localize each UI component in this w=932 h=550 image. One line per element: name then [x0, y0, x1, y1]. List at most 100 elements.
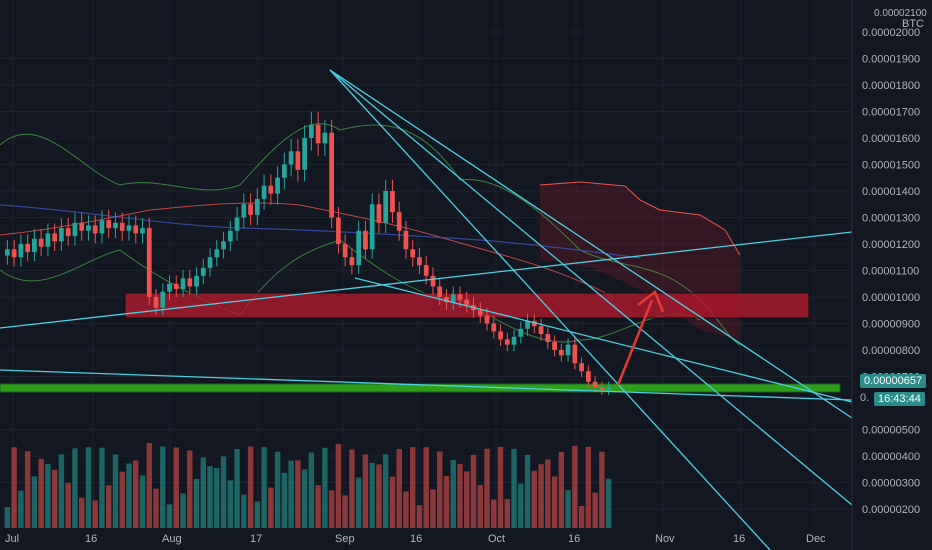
volume-bar [92, 500, 98, 528]
volume-bar [139, 475, 146, 528]
volume-bar [376, 464, 382, 528]
volume-bar [85, 447, 92, 528]
volume-bar [551, 476, 558, 528]
volume-bar [308, 452, 315, 528]
volume-bar [592, 492, 598, 528]
candle [106, 220, 112, 229]
candle [417, 257, 422, 266]
volume-bar [335, 444, 342, 528]
candle [72, 222, 78, 237]
volume-bar [605, 478, 612, 528]
volume-bar [31, 476, 38, 528]
volume-bar [362, 454, 369, 528]
time-axis-label: Oct [488, 533, 505, 545]
volume-bar [430, 489, 436, 528]
volume-bar [126, 463, 132, 528]
volume-bar [133, 460, 139, 528]
candle [349, 257, 355, 266]
price-axis-label: 0.00001500 [862, 160, 920, 172]
volume-bar [207, 466, 213, 528]
volume-bar [349, 449, 355, 528]
volume-bar [268, 487, 274, 528]
candle [207, 257, 213, 268]
volume-bar [261, 447, 267, 528]
volume-bar [389, 476, 396, 528]
volume-bar [72, 448, 78, 528]
candle [498, 331, 503, 340]
volume-bar [437, 451, 443, 528]
volume-bar [112, 454, 119, 528]
time-axis-label: Dec [806, 533, 826, 545]
price-axis-label: 0.00001900 [862, 54, 920, 66]
volume-bar [450, 459, 456, 528]
projection-arrow [616, 290, 665, 386]
volume-bar [484, 448, 490, 528]
candle [119, 222, 125, 231]
volume-bar [396, 449, 402, 528]
volume-bar [254, 501, 261, 528]
candle [187, 278, 193, 287]
candles [5, 111, 611, 395]
volume-bar [160, 446, 166, 528]
volume-bar [18, 490, 24, 528]
volume-bar [78, 497, 85, 528]
price-axis-label: 0.00002000 [862, 27, 920, 39]
candle [491, 323, 497, 332]
candle [167, 283, 172, 292]
countdown-tag: 16:43:44 [874, 392, 925, 406]
candle [369, 204, 375, 250]
candle [140, 228, 145, 234]
support-zone[interactable] [0, 383, 841, 393]
ichimoku-top-line [539, 181, 741, 256]
candle [160, 291, 166, 308]
candle [194, 275, 199, 287]
volume-bar [227, 480, 234, 528]
candle [248, 204, 253, 215]
price-axis[interactable]: 0.00002000 0.00001900 0.00001800 0.00001700… [851, 0, 920, 550]
candle [336, 217, 341, 244]
volume-bar [99, 447, 105, 528]
candle [302, 138, 307, 170]
volume-bar [51, 469, 58, 528]
volume-bar [247, 446, 254, 528]
volume-bar [470, 454, 477, 528]
volume-bar [241, 494, 247, 528]
candle [11, 249, 17, 258]
partial-price-label: 0. [860, 392, 870, 404]
steep-trendline [329, 69, 771, 550]
moving-average [0, 202, 611, 296]
time-axis-label: 16 [568, 533, 580, 545]
volume-bar [234, 449, 240, 528]
candle [525, 320, 530, 329]
candle [322, 132, 328, 144]
volume-bar [146, 443, 152, 528]
candle [65, 228, 71, 237]
candle [450, 294, 456, 303]
candle [363, 230, 368, 250]
volume-bar [524, 454, 531, 528]
candle [200, 267, 206, 276]
candle [558, 350, 564, 356]
candle [146, 228, 152, 297]
volume-bar [187, 450, 193, 528]
candle [295, 151, 301, 170]
volume-bar [288, 460, 294, 528]
volume-bar [443, 476, 450, 528]
volume-bar [342, 495, 348, 528]
time-axis[interactable]: Jul 16 Aug 17 Sep 16 Oct 16 Nov 16 Dec [5, 533, 826, 545]
candle [376, 204, 382, 223]
candle [52, 233, 58, 242]
candle [173, 283, 179, 290]
price-axis-label: 0.00001700 [862, 107, 920, 119]
volume-bar [545, 459, 551, 528]
time-axis-label: Sep [335, 533, 355, 545]
time-axis-label: 16 [733, 533, 745, 545]
volume-bar [558, 451, 565, 528]
candle [180, 278, 186, 290]
flat-support-line [0, 369, 853, 401]
candle [59, 228, 64, 242]
candle [579, 363, 584, 372]
volume-bar [531, 470, 538, 528]
candle [254, 198, 260, 215]
